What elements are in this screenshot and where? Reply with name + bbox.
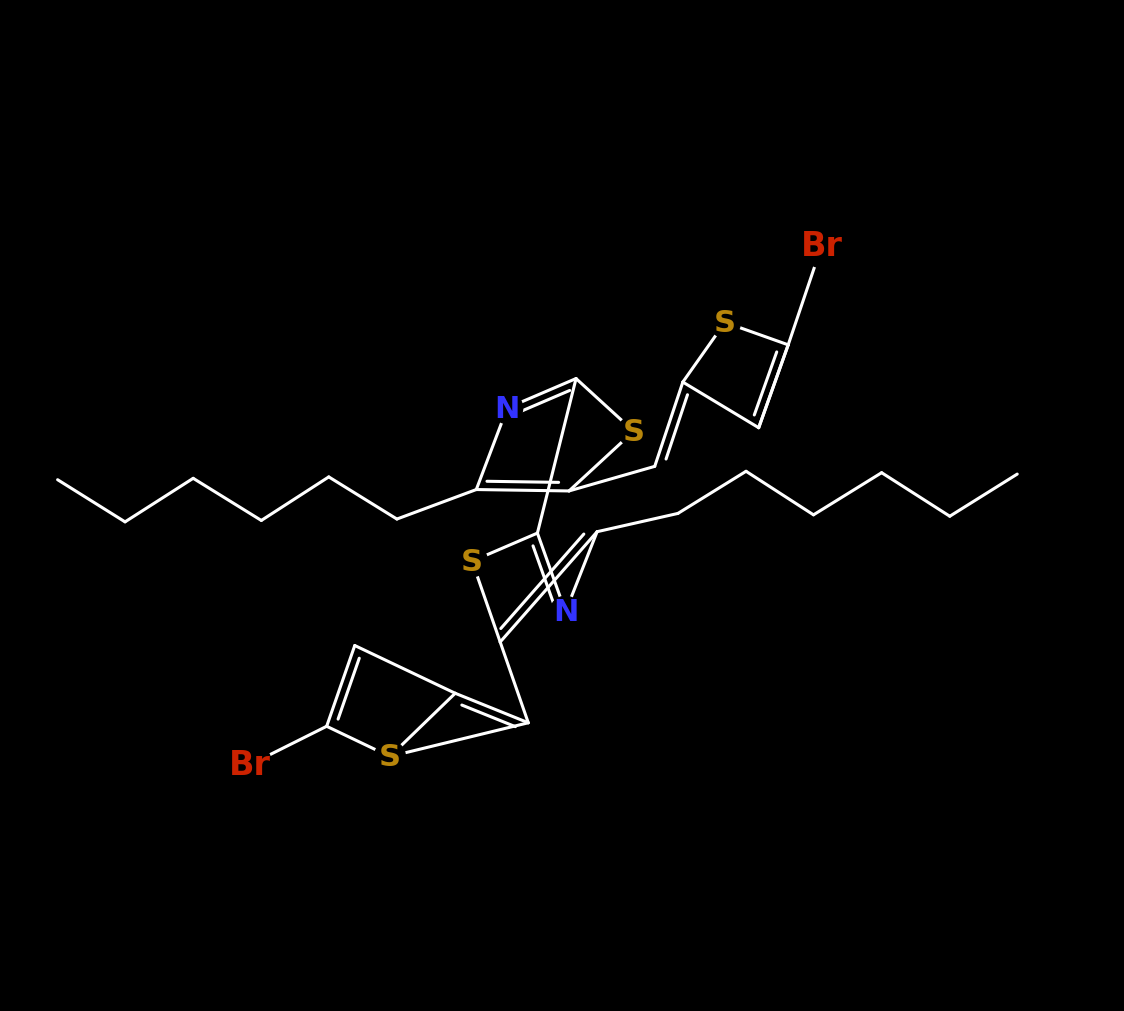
Circle shape [492, 393, 523, 424]
Circle shape [618, 417, 650, 447]
Text: S: S [461, 547, 483, 576]
Circle shape [374, 741, 406, 772]
Circle shape [709, 307, 741, 339]
Circle shape [550, 596, 581, 628]
Text: S: S [379, 742, 401, 771]
Circle shape [456, 546, 488, 577]
Text: S: S [714, 308, 736, 338]
Text: N: N [495, 394, 520, 424]
Circle shape [799, 223, 844, 268]
Text: N: N [553, 598, 578, 627]
Circle shape [227, 743, 272, 788]
Text: S: S [623, 418, 645, 446]
Text: Br: Br [228, 749, 271, 782]
Text: Br: Br [801, 229, 843, 262]
